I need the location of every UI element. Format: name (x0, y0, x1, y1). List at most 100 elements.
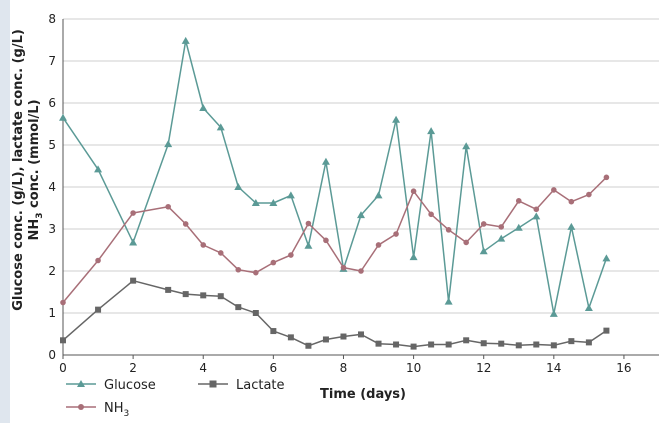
glucose-point-17 (409, 253, 418, 261)
lactate-point-28 (603, 327, 610, 334)
x-tick-label-4: 4 (199, 361, 207, 375)
legend-nh3-marker (78, 404, 84, 410)
y-axis-title-tail: conc. (mmol/L) (27, 99, 42, 212)
x-axis-title: Time (days) (320, 387, 406, 402)
x-tick-labels: 0 2 4 6 8 10 12 14 16 (59, 361, 631, 375)
legend-lactate-label: Lactate (236, 378, 285, 393)
nh3-point-15 (375, 242, 382, 248)
x-tick-label-12: 12 (476, 361, 491, 375)
lactate-point-25 (550, 342, 557, 349)
nh3-point-24 (533, 206, 540, 213)
y-tick-labels: 0 1 2 3 4 5 6 7 8 (48, 12, 56, 362)
nh3-point-14 (358, 268, 364, 274)
legend-lactate-marker (209, 380, 217, 388)
glucose-point-1 (94, 165, 103, 173)
lactate-point-10 (287, 334, 294, 341)
x-tick-label-2: 2 (129, 361, 137, 375)
y-tick-label-6: 6 (48, 96, 56, 110)
y-tick-label-4: 4 (48, 180, 56, 194)
lactate-point-9 (270, 328, 277, 335)
nh3-point-22 (498, 224, 505, 230)
x-tick-label-16: 16 (616, 361, 631, 375)
lactate-point-1 (95, 306, 102, 313)
legend: Glucose Lactate NH3 (66, 378, 285, 419)
glucose-point-3 (164, 140, 173, 148)
x-tick-label-6: 6 (270, 361, 278, 375)
glucose-point-16 (392, 115, 401, 123)
nh3-point-3 (165, 203, 171, 210)
lactate-point-27 (585, 339, 592, 346)
y-axis-title-nh: NH (27, 219, 42, 241)
y-tick-label-3: 3 (48, 222, 56, 236)
lactate-point-4 (182, 291, 189, 298)
nh3-point-17 (410, 188, 417, 194)
glucose-point-7 (234, 183, 243, 190)
y-axis-title-line2: NH3 conc. (mmol/L) (27, 99, 45, 240)
glucose-point-11 (304, 241, 313, 249)
glucose-point-2 (129, 238, 138, 246)
glucose-point-27 (584, 303, 593, 311)
lactate-point-8 (252, 310, 259, 316)
nh3-point-1 (95, 257, 101, 264)
glucose-point-21 (479, 247, 488, 255)
legend-glucose-marker (77, 380, 85, 387)
lactate-point-15 (375, 340, 382, 347)
y-tick-label-7: 7 (48, 54, 56, 68)
lactate-point-24 (533, 341, 540, 348)
nh3-point-8 (253, 269, 259, 276)
glucose-point-18 (427, 127, 436, 135)
series-nh3 (60, 174, 610, 306)
nh3-point-23 (515, 198, 522, 204)
glucose-point-10 (286, 191, 295, 199)
y-tick-label-0: 0 (48, 348, 56, 362)
y-tick-label-2: 2 (48, 264, 56, 278)
legend-nh3-name: NH (104, 401, 124, 416)
series-line-lactate (62, 279, 607, 348)
nh3-point-7 (235, 266, 242, 273)
lactate-point-0 (60, 337, 66, 344)
x-tick-label-10: 10 (406, 361, 421, 375)
lactate-point-18 (428, 341, 435, 348)
nh3-point-18 (428, 211, 434, 218)
y-tick-label-5: 5 (48, 138, 56, 152)
y-axis-title-line1: Glucose conc. (g/L), lactate conc. (g/L) (11, 29, 26, 311)
glucose-point-4 (181, 36, 190, 44)
lactate-point-26 (568, 338, 575, 345)
y-tick-label-1: 1 (48, 306, 56, 320)
y-axis-title-sub: 3 (35, 212, 45, 218)
series-group (59, 36, 611, 350)
series-line-glucose (62, 40, 608, 315)
lactate-point-5 (200, 292, 207, 299)
legend-glucose-label: Glucose (104, 378, 156, 393)
glucose-point-22 (497, 234, 506, 242)
grid-lines (63, 18, 659, 314)
lactate-point-20 (463, 337, 470, 344)
lactate-point-13 (340, 333, 347, 340)
nh3-point-6 (217, 250, 224, 256)
lactate-point-17 (410, 343, 417, 350)
lactate-point-2 (130, 277, 137, 284)
nh3-point-2 (130, 210, 136, 216)
nh3-point-9 (270, 259, 277, 266)
axes (62, 19, 659, 359)
glucose-point-9 (269, 198, 278, 206)
glucose-point-23 (514, 223, 523, 231)
nh3-point-0 (60, 299, 66, 306)
glucose-point-12 (321, 157, 330, 165)
glucose-point-28 (602, 254, 611, 262)
glucose-point-19 (444, 297, 453, 305)
nh3-point-10 (288, 252, 294, 258)
x-tick-label-8: 8 (340, 361, 348, 375)
lactate-point-21 (480, 340, 487, 347)
glucose-point-6 (216, 123, 225, 131)
glucose-point-14 (357, 211, 365, 219)
glucose-point-8 (251, 198, 260, 206)
glucose-point-24 (532, 212, 541, 220)
lactate-point-3 (165, 286, 172, 293)
nh3-point-20 (463, 239, 469, 246)
glucose-point-5 (199, 104, 208, 112)
lactate-point-11 (305, 342, 312, 349)
glucose-point-15 (374, 191, 383, 199)
series-lactate (60, 277, 610, 350)
